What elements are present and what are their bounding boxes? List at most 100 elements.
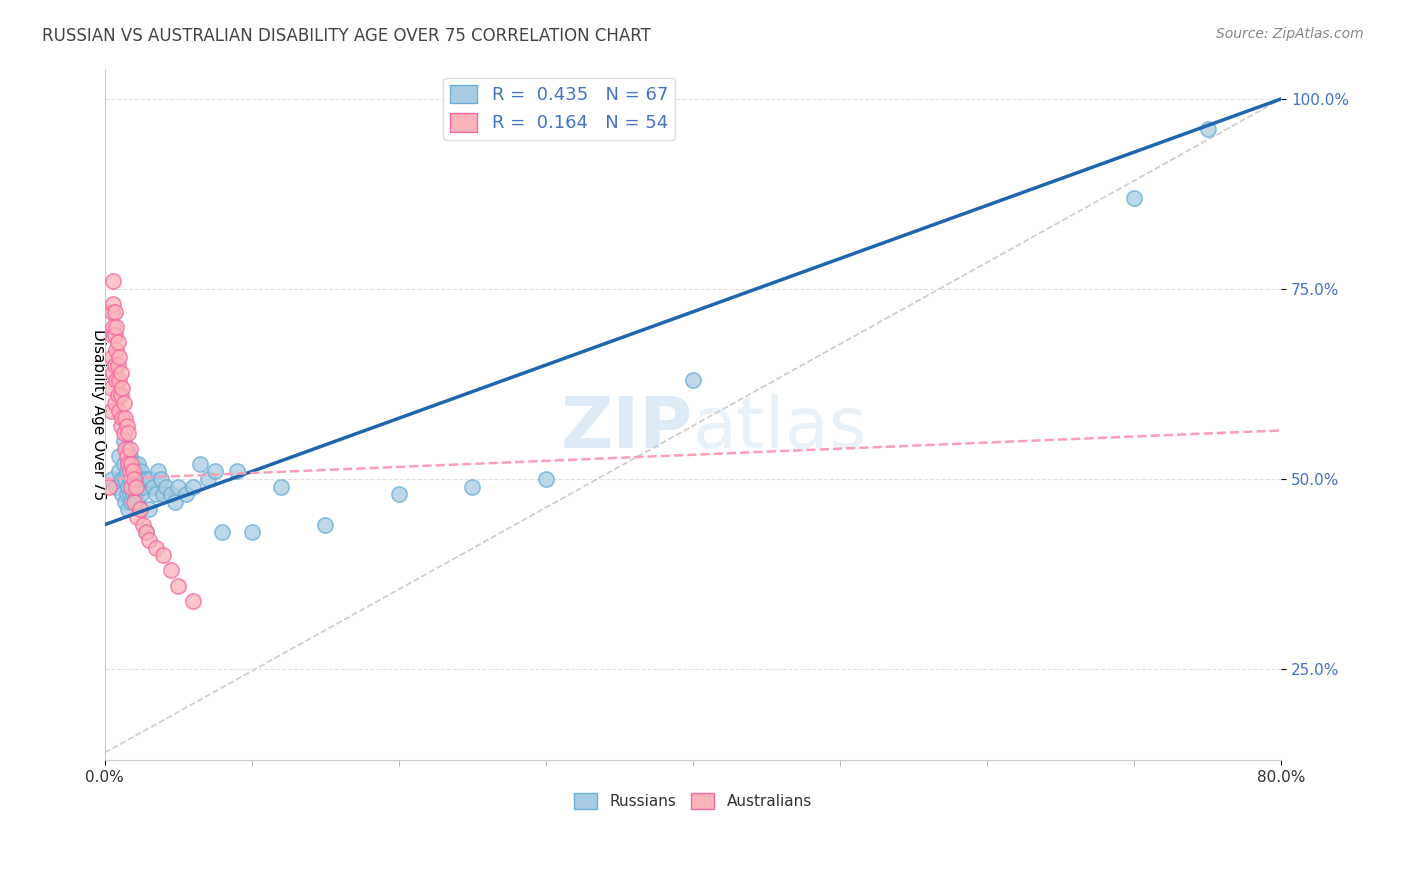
Point [114,442,136,456]
Point [120,457,142,471]
Point [135,525,157,540]
Point [139,472,162,486]
Point [111,411,134,425]
Text: atlas: atlas [693,393,868,463]
Point [101,472,124,486]
Point [111,487,134,501]
Point [135,525,157,540]
Point [100,381,122,395]
Point [1197,122,1219,136]
Point [132,517,155,532]
Point [131,487,153,501]
Point [142,480,165,494]
Point [145,541,167,555]
Point [112,457,135,471]
Point [117,457,139,471]
Point [125,510,148,524]
Point [98,480,121,494]
Point [270,480,292,494]
Point [181,593,204,607]
Point [152,487,174,501]
Point [108,403,131,417]
Point [111,472,134,486]
Point [120,457,142,471]
Point [211,525,233,540]
Point [107,335,129,350]
Point [155,480,177,494]
Point [461,480,484,494]
Point [115,450,138,464]
Point [108,373,131,387]
Point [108,450,131,464]
Point [124,465,146,479]
Point [125,472,148,486]
Point [129,480,152,494]
Point [114,472,136,486]
Point [108,351,131,365]
Point [121,487,143,501]
Point [120,480,142,494]
Point [108,465,131,479]
Point [101,327,124,342]
Point [117,480,139,494]
Point [110,366,132,380]
Point [105,373,128,387]
Point [132,480,155,494]
Point [131,465,153,479]
Point [118,465,141,479]
Y-axis label: Disability Age Over 75: Disability Age Over 75 [91,329,105,500]
Point [181,480,204,494]
Point [103,320,125,334]
Point [105,343,128,357]
Point [121,465,143,479]
Point [103,297,125,311]
Point [136,472,159,486]
Point [101,351,124,365]
Point [124,487,146,501]
Point [115,465,138,479]
Point [103,274,125,288]
Point [111,381,134,395]
Point [174,487,197,501]
Point [124,480,146,494]
Point [134,472,156,486]
Point [107,358,129,372]
Point [129,502,152,516]
Point [105,320,128,334]
Point [128,480,150,494]
Point [115,418,138,433]
Point [534,472,557,486]
Point [117,426,139,441]
Point [112,426,135,441]
Point [114,495,136,509]
Point [314,517,336,532]
Point [160,563,183,577]
Point [122,480,145,494]
Point [226,465,249,479]
Point [388,487,411,501]
Point [114,411,136,425]
Point [100,403,122,417]
Point [105,480,128,494]
Text: Source: ZipAtlas.com: Source: ZipAtlas.com [1216,27,1364,41]
Point [117,502,139,516]
Point [107,388,129,402]
Point [160,487,183,501]
Point [152,548,174,562]
Point [167,578,190,592]
Legend: Russians, Australians: Russians, Australians [568,787,818,815]
Point [167,480,190,494]
Point [1123,191,1146,205]
Point [112,434,135,448]
Point [104,358,127,372]
Point [120,472,142,486]
Point [240,525,263,540]
Point [104,396,127,410]
Point [682,373,704,387]
Point [118,450,141,464]
Point [122,472,145,486]
Point [104,327,127,342]
Point [122,495,145,509]
Point [122,457,145,471]
Point [110,388,132,402]
